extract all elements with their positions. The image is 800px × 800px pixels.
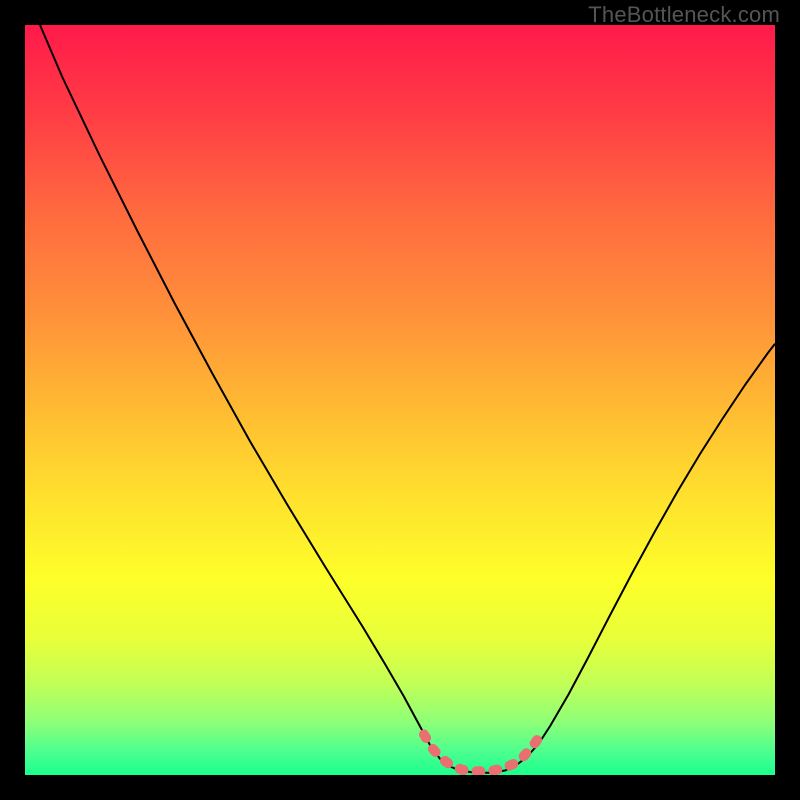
- plot-area: [25, 25, 775, 775]
- chart-svg: [25, 25, 775, 775]
- highlight-band: [424, 735, 540, 772]
- bottleneck-curve: [40, 25, 775, 773]
